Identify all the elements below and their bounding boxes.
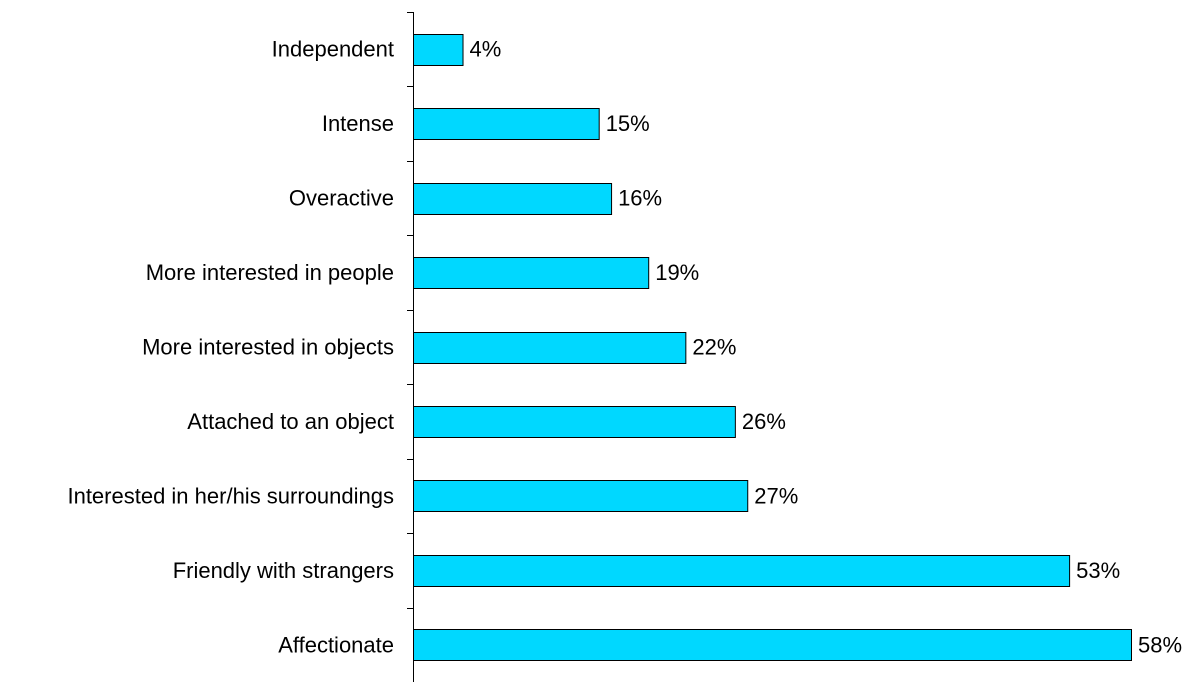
bar — [413, 480, 749, 512]
category-label: More interested in objects — [142, 335, 394, 360]
data-label: 27% — [754, 483, 798, 508]
category-label: Independent — [272, 37, 394, 62]
bar — [413, 183, 613, 215]
category-label: More interested in people — [146, 260, 394, 285]
data-label: 16% — [618, 186, 662, 211]
data-label: 22% — [692, 335, 736, 360]
category-label: Intense — [322, 111, 394, 136]
data-label: 58% — [1138, 632, 1182, 657]
category-label: Attached to an object — [187, 409, 394, 434]
data-label: 15% — [606, 111, 650, 136]
bar — [413, 332, 687, 364]
category-label: Friendly with strangers — [173, 558, 394, 583]
plot-area: Independent 4% Intense 15% Overactive 16% More… — [67, 12, 1182, 682]
category-label: Overactive — [289, 186, 394, 211]
data-label: 26% — [742, 409, 786, 434]
data-label: 4% — [470, 37, 502, 62]
bar — [413, 108, 600, 140]
bar — [413, 34, 464, 66]
category-label: Affectionate — [278, 632, 394, 657]
category-label: Interested in her/his surroundings — [67, 483, 394, 508]
data-label: 53% — [1076, 558, 1120, 583]
bar — [413, 555, 1071, 587]
data-label: 19% — [655, 260, 699, 285]
bar — [413, 629, 1132, 661]
bar — [413, 257, 650, 289]
bar — [413, 406, 736, 438]
